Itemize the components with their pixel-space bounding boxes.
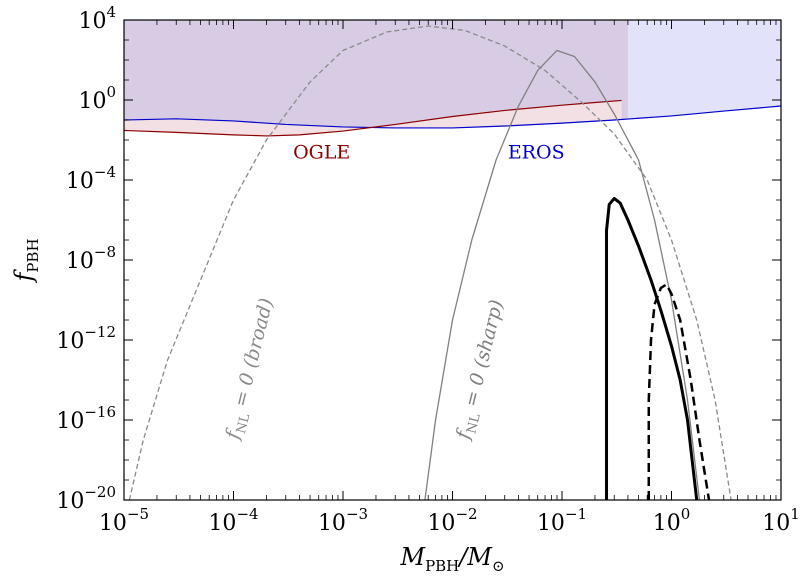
excluded-regions: [124, 20, 781, 136]
annotation-broad-label: fNL = 0 (broad): [221, 296, 282, 444]
x-axis-title: MPBH/M⊙: [399, 543, 504, 575]
x-tick-label: 10−2: [427, 505, 477, 536]
annotation-ogle-label: OGLE: [293, 141, 350, 163]
y-tick-label: 10−8: [66, 243, 116, 274]
series-ogle: [124, 99, 622, 137]
x-tick-label: 10−3: [318, 505, 368, 536]
x-tick-label: 10−1: [537, 505, 587, 536]
annotation-sharp-label: fNL = 0 (sharp): [452, 298, 512, 445]
annotation-eros-label: EROS: [508, 141, 565, 163]
x-axis-label: MPBH/M⊙: [399, 543, 504, 575]
y-tick-label: 10−4: [66, 163, 116, 194]
y-axis-title: fPBH: [10, 238, 42, 283]
annotations: OGLE EROS fNL = 0 (broad) fNL = 0 (sharp): [221, 141, 565, 445]
x-tick-label: 101: [762, 505, 800, 536]
y-tick-label: 10−20: [56, 483, 116, 514]
y-tick-label: 10−12: [56, 323, 116, 354]
y-axis-label: fPBH: [10, 238, 42, 283]
x-tick-label: 10−5: [99, 505, 149, 536]
series-fnl0-sharp: [424, 49, 701, 500]
x-tick-label: 10−4: [208, 505, 258, 536]
region-overlap-wedge: [124, 100, 622, 136]
y-tick-label: 104: [78, 3, 116, 34]
series-thick-solid: [605, 196, 699, 500]
series-thick-dashed: [647, 283, 711, 500]
ticks: 10−5 10−4 10−3 10−2 10−1 100 101 10−20 10−16 10−1…: [56, 3, 799, 536]
series-fnl0-broad: [128, 25, 732, 500]
series-eros: [124, 105, 781, 129]
region-excluded-purple: [124, 20, 628, 136]
region-excluded-lavender: [627, 20, 781, 120]
series-lines: [124, 25, 781, 500]
x-tick-label: 100: [653, 505, 691, 536]
y-tick-label: 10−16: [56, 403, 116, 434]
y-tick-label: 100: [78, 83, 116, 114]
